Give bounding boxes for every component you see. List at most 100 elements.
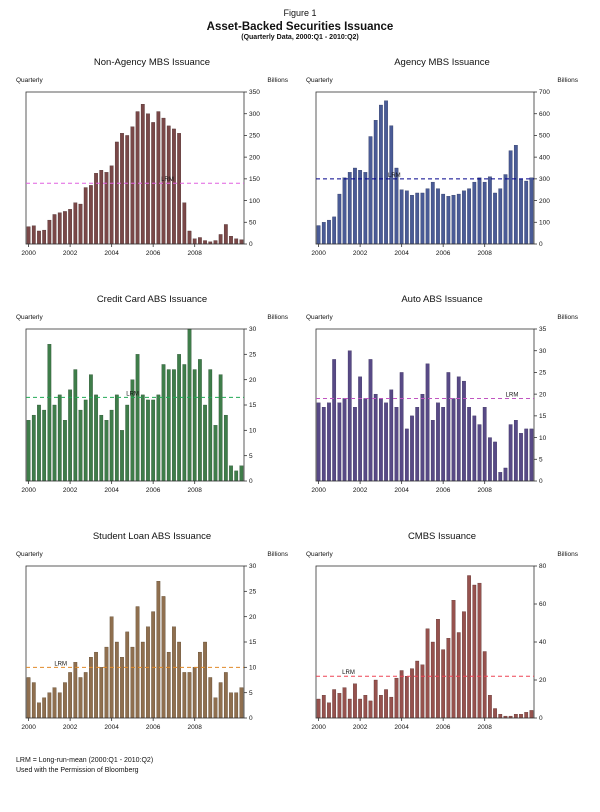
quarterly-label: Quarterly bbox=[306, 77, 333, 84]
axis-corner-labels: Quarterly Billions bbox=[306, 314, 578, 321]
quarterly-label: Quarterly bbox=[306, 551, 333, 558]
svg-text:5: 5 bbox=[539, 456, 543, 463]
chart-title: Student Loan ABS Issuance bbox=[92, 531, 212, 542]
svg-text:0: 0 bbox=[539, 241, 543, 248]
svg-text:10: 10 bbox=[539, 435, 547, 442]
svg-text:2006: 2006 bbox=[146, 487, 161, 494]
svg-text:200: 200 bbox=[539, 198, 550, 205]
figure-subtitle: (Quarterly Data, 2000:Q1 - 2010:Q2) bbox=[241, 34, 359, 41]
svg-text:2002: 2002 bbox=[63, 487, 78, 494]
svg-text:500: 500 bbox=[539, 133, 550, 140]
svg-text:25: 25 bbox=[249, 589, 257, 596]
bar-chart-student-loan-abs: 0 5 10 15 20 25 30 2000 2002 2004 2006 2008 LRM bbox=[21, 563, 257, 731]
svg-text:2000: 2000 bbox=[21, 487, 36, 494]
svg-text:10: 10 bbox=[249, 665, 257, 672]
svg-text:600: 600 bbox=[539, 111, 550, 118]
axis-corner-labels: Quarterly Billions bbox=[306, 77, 578, 84]
svg-text:LRM: LRM bbox=[506, 392, 519, 398]
bar-chart-agency-mbs: 0 100 200 300 400 500 600 700 2000 2002 2004 2006 20… bbox=[311, 89, 550, 257]
svg-text:15: 15 bbox=[249, 639, 257, 646]
billions-label: Billions bbox=[557, 551, 578, 558]
svg-text:30: 30 bbox=[249, 563, 257, 570]
svg-text:0: 0 bbox=[539, 478, 543, 485]
svg-text:2006: 2006 bbox=[436, 724, 451, 731]
svg-text:2008: 2008 bbox=[477, 250, 492, 257]
quarterly-label: Quarterly bbox=[16, 314, 43, 321]
chart-title: Non-Agency MBS Issuance bbox=[93, 57, 211, 68]
quarterly-label: Quarterly bbox=[306, 314, 333, 321]
svg-text:40: 40 bbox=[539, 639, 547, 646]
svg-text:35: 35 bbox=[539, 326, 547, 333]
svg-text:0: 0 bbox=[249, 241, 253, 248]
billions-label: Billions bbox=[267, 314, 288, 321]
svg-text:20: 20 bbox=[249, 377, 257, 384]
svg-text:LRM: LRM bbox=[54, 661, 67, 667]
svg-text:LRM: LRM bbox=[161, 177, 174, 183]
chart-title: Agency MBS Issuance bbox=[394, 57, 490, 68]
svg-text:2000: 2000 bbox=[21, 724, 36, 731]
svg-text:150: 150 bbox=[249, 176, 260, 183]
chart-grid: Non-Agency MBS Issuance Quarterly Billio… bbox=[0, 41, 600, 746]
footer-bloomberg-note: Used with the Permission of Bloomberg bbox=[16, 767, 139, 775]
svg-text:2004: 2004 bbox=[104, 250, 119, 257]
axis-corner-labels: Quarterly Billions bbox=[16, 77, 288, 84]
svg-text:300: 300 bbox=[249, 111, 260, 118]
chart-panel-student-loan-abs: Student Loan ABS Issuance Quarterly Bill… bbox=[16, 531, 288, 746]
svg-text:20: 20 bbox=[249, 614, 257, 621]
chart-title: Credit Card ABS Issuance bbox=[96, 294, 208, 305]
svg-text:LRM: LRM bbox=[342, 670, 355, 676]
svg-text:25: 25 bbox=[539, 370, 547, 377]
svg-text:300: 300 bbox=[539, 176, 550, 183]
axis-corner-labels: Quarterly Billions bbox=[16, 314, 288, 321]
svg-text:2006: 2006 bbox=[146, 250, 161, 257]
svg-text:2008: 2008 bbox=[477, 487, 492, 494]
footer-notes: LRM = Long-run-mean (2000:Q1 - 2010:Q2) … bbox=[0, 746, 600, 776]
svg-text:LRM: LRM bbox=[388, 173, 401, 179]
bar-chart-cmbs: 0 20 40 60 80 2000 2002 2004 2006 2008 LRM bbox=[311, 563, 547, 731]
svg-text:2002: 2002 bbox=[63, 724, 78, 731]
svg-text:20: 20 bbox=[539, 677, 547, 684]
svg-text:2000: 2000 bbox=[311, 250, 326, 257]
svg-text:60: 60 bbox=[539, 601, 547, 608]
svg-text:2004: 2004 bbox=[394, 250, 409, 257]
svg-text:350: 350 bbox=[249, 89, 260, 96]
svg-text:100: 100 bbox=[539, 219, 550, 226]
chart-panel-credit-card-abs: Credit Card ABS Issuance Quarterly Billi… bbox=[16, 294, 288, 509]
svg-text:2004: 2004 bbox=[104, 487, 119, 494]
svg-text:30: 30 bbox=[539, 348, 547, 355]
svg-text:0: 0 bbox=[249, 715, 253, 722]
svg-text:2004: 2004 bbox=[394, 724, 409, 731]
svg-text:2000: 2000 bbox=[311, 487, 326, 494]
svg-text:200: 200 bbox=[249, 154, 260, 161]
billions-label: Billions bbox=[557, 314, 578, 321]
svg-text:2008: 2008 bbox=[187, 250, 202, 257]
svg-text:2008: 2008 bbox=[187, 724, 202, 731]
chart-title: CMBS Issuance bbox=[407, 531, 477, 542]
svg-text:10: 10 bbox=[249, 428, 257, 435]
svg-text:2002: 2002 bbox=[63, 250, 78, 257]
figure-title: Asset-Backed Securities Issuance bbox=[206, 21, 394, 33]
svg-text:2000: 2000 bbox=[311, 724, 326, 731]
bar-chart-credit-card-abs: 0 5 10 15 20 25 30 2000 2002 2004 2006 2008 LRM bbox=[21, 326, 257, 494]
svg-text:0: 0 bbox=[249, 478, 253, 485]
svg-text:2004: 2004 bbox=[104, 724, 119, 731]
svg-text:5: 5 bbox=[249, 453, 253, 460]
billions-label: Billions bbox=[557, 77, 578, 84]
svg-text:25: 25 bbox=[249, 352, 257, 359]
svg-text:50: 50 bbox=[249, 219, 257, 226]
svg-text:2008: 2008 bbox=[187, 487, 202, 494]
svg-text:15: 15 bbox=[249, 402, 257, 409]
billions-label: Billions bbox=[267, 77, 288, 84]
axis-corner-labels: Quarterly Billions bbox=[306, 551, 578, 558]
svg-text:250: 250 bbox=[249, 133, 260, 140]
svg-text:400: 400 bbox=[539, 154, 550, 161]
svg-text:20: 20 bbox=[539, 391, 547, 398]
figure-label: Figure 1 bbox=[283, 8, 317, 18]
svg-text:2004: 2004 bbox=[394, 487, 409, 494]
svg-text:2006: 2006 bbox=[436, 250, 451, 257]
quarterly-label: Quarterly bbox=[16, 551, 43, 558]
svg-text:5: 5 bbox=[249, 690, 253, 697]
svg-text:LRM: LRM bbox=[126, 391, 139, 397]
svg-text:0: 0 bbox=[539, 715, 543, 722]
svg-text:30: 30 bbox=[249, 326, 257, 333]
